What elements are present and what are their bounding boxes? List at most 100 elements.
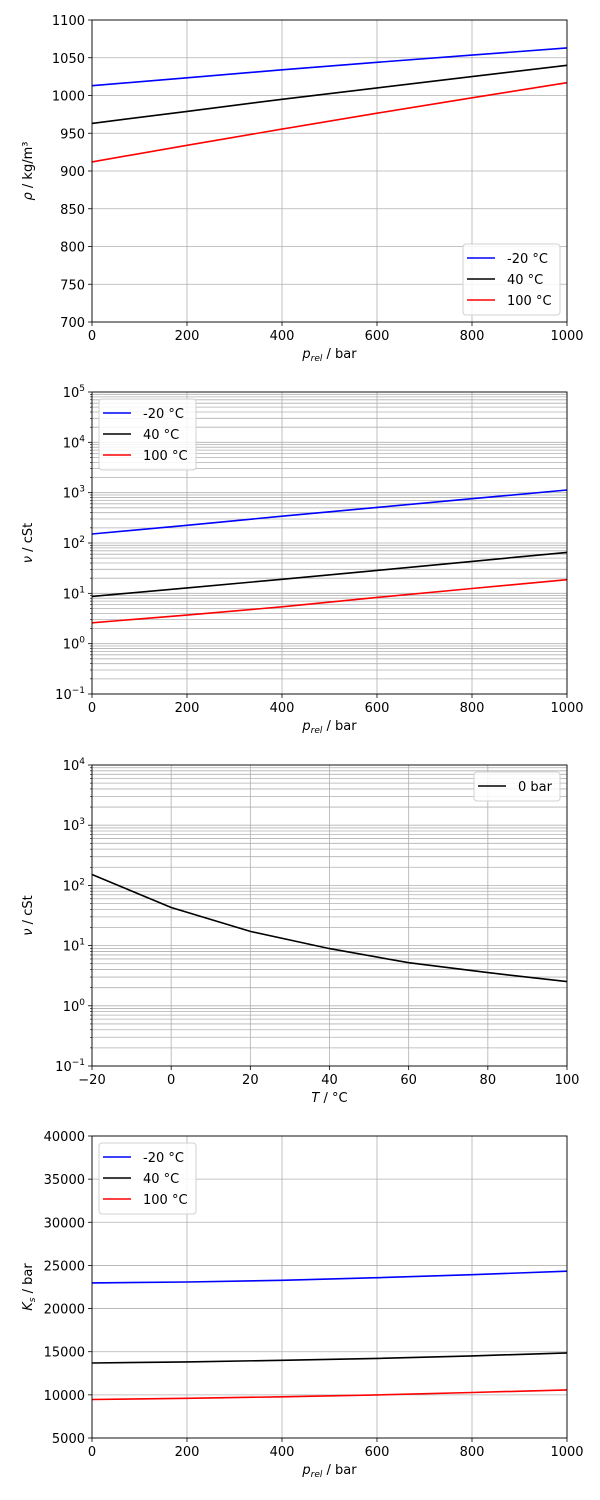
subplot-2: 0 200 400 600 800 1000 10−1 100 101 102 103 104 105 p… xyxy=(21,384,584,736)
series-line xyxy=(91,47,568,87)
legend-label: 0 bar xyxy=(518,780,553,795)
x-tick-label: 200 xyxy=(175,701,200,716)
y-tick-label: 104 xyxy=(63,434,86,451)
exponent: 5 xyxy=(79,384,85,394)
legend-label: 100 °C xyxy=(507,294,552,309)
legend: -20 °C 40 °C 100 °C xyxy=(462,243,561,316)
series-line xyxy=(91,1389,568,1401)
label-symbol: p xyxy=(301,719,310,734)
x-tick-label: 0 xyxy=(167,1073,175,1088)
x-tick-label: 80 xyxy=(480,1073,497,1088)
y-tick-label: 105 xyxy=(63,384,85,401)
x-tick-label: 800 xyxy=(460,701,485,716)
y-tick-label: 102 xyxy=(63,535,85,552)
y-tick-label: 20000 xyxy=(44,1303,85,1318)
exponent: 1 xyxy=(79,938,85,948)
x-axis-label: T / °C xyxy=(311,1091,347,1106)
y-tick-label: 1100 xyxy=(52,14,85,29)
exponent: −1 xyxy=(72,1058,85,1068)
axes-frame xyxy=(91,391,568,695)
legend-label: -20 °C xyxy=(143,407,184,422)
x-tick-label: 100 xyxy=(555,1073,580,1088)
y-tick-label: 104 xyxy=(63,757,86,774)
label-subscript: rel xyxy=(311,1470,323,1480)
x-tick-label: 20 xyxy=(242,1073,259,1088)
y-tick-label: 103 xyxy=(63,485,85,502)
exponent: 4 xyxy=(79,757,85,767)
x-tick-label: 200 xyxy=(175,329,200,344)
x-tick-label: 0 xyxy=(88,701,96,716)
legend-box xyxy=(473,771,561,802)
legend-label: 40 °C xyxy=(507,273,543,288)
axes-frame xyxy=(91,19,568,323)
y-tick-label: 25000 xyxy=(44,1259,85,1274)
series-line xyxy=(91,578,568,624)
x-tick-label: 1000 xyxy=(550,701,583,716)
x-tick-label: 600 xyxy=(365,701,390,716)
exponent: 2 xyxy=(79,877,85,887)
y-tick-label: 15000 xyxy=(44,1346,85,1361)
legend-label: 100 °C xyxy=(143,1193,188,1208)
series-line xyxy=(91,873,568,983)
series-line xyxy=(91,64,568,125)
label-unit: / bar xyxy=(322,719,357,734)
y-tick-label: 101 xyxy=(63,585,85,602)
x-axis-label: prel / bar xyxy=(301,719,357,736)
x-tick-label: 0 xyxy=(88,329,96,344)
label-unit: / bar xyxy=(322,1463,357,1478)
label-unit: / °C xyxy=(319,1091,347,1106)
exponent: 0 xyxy=(79,636,85,646)
label-symbol: ρ xyxy=(21,191,36,200)
y-tick-label: 950 xyxy=(60,127,85,142)
subplot-4: 0 200 400 600 800 1000 5000 10000 15000 20000 2500… xyxy=(21,1130,584,1480)
exponent: −1 xyxy=(72,686,85,696)
legend-label: 40 °C xyxy=(143,428,179,443)
exponent: 2 xyxy=(79,535,85,545)
label-unit: / kg/m³ xyxy=(21,142,36,193)
series-line xyxy=(91,551,568,598)
x-tick-label: 400 xyxy=(270,701,295,716)
exponent: 3 xyxy=(79,817,85,827)
x-tick-label: −20 xyxy=(78,1073,105,1088)
y-tick-label: 700 xyxy=(60,316,85,331)
y-tick-label: 100 xyxy=(63,998,86,1015)
legend-label: -20 °C xyxy=(143,1151,184,1166)
x-tick-label: 60 xyxy=(400,1073,417,1088)
label-subscript: rel xyxy=(311,354,323,364)
label-unit: / bar xyxy=(21,1263,36,1298)
y-tick-label: 100 xyxy=(63,636,86,653)
y-tick-label: 102 xyxy=(63,877,85,894)
legend-label: 100 °C xyxy=(143,449,188,464)
y-tick-label: 103 xyxy=(63,817,85,834)
x-tick-label: 0 xyxy=(88,1445,96,1460)
x-tick-label: 40 xyxy=(321,1073,338,1088)
y-tick-label: 10−1 xyxy=(55,686,85,703)
x-tick-label: 400 xyxy=(270,1445,295,1460)
subplot-3: −20 0 20 40 60 80 100 1 0 −1 100 101 102 103 104 T / °C… xyxy=(21,757,579,1106)
y-tick-label: 900 xyxy=(60,165,85,180)
y-tick-label: 850 xyxy=(60,203,85,218)
y-tick-label: 40000 xyxy=(44,1130,85,1145)
y-axis-label: ν / cSt xyxy=(21,895,36,935)
legend: -20 °C 40 °C 100 °C xyxy=(98,398,197,471)
axes-frame xyxy=(91,1135,568,1439)
label-symbol: ν xyxy=(21,556,36,563)
x-tick-label: 1000 xyxy=(550,329,583,344)
y-tick-label: 5000 xyxy=(52,1432,85,1447)
exponent: 0 xyxy=(79,998,85,1008)
y-tick-label: 1000 xyxy=(52,90,85,105)
x-tick-label: 1000 xyxy=(550,1445,583,1460)
y-tick-label: 101 xyxy=(63,938,85,955)
exponent: 4 xyxy=(79,434,85,444)
legend: -20 °C 40 °C 100 °C xyxy=(98,1142,197,1215)
series-line xyxy=(91,489,568,535)
x-tick-label: 800 xyxy=(460,1445,485,1460)
y-axis-label: Ks / bar xyxy=(21,1263,38,1311)
label-symbol: T xyxy=(311,1091,320,1106)
y-axis-label: ν / cSt xyxy=(21,523,36,563)
x-tick-label: 600 xyxy=(365,329,390,344)
label-unit: / cSt xyxy=(21,895,36,928)
x-tick-label: 600 xyxy=(365,1445,390,1460)
axes-frame xyxy=(91,764,568,1067)
